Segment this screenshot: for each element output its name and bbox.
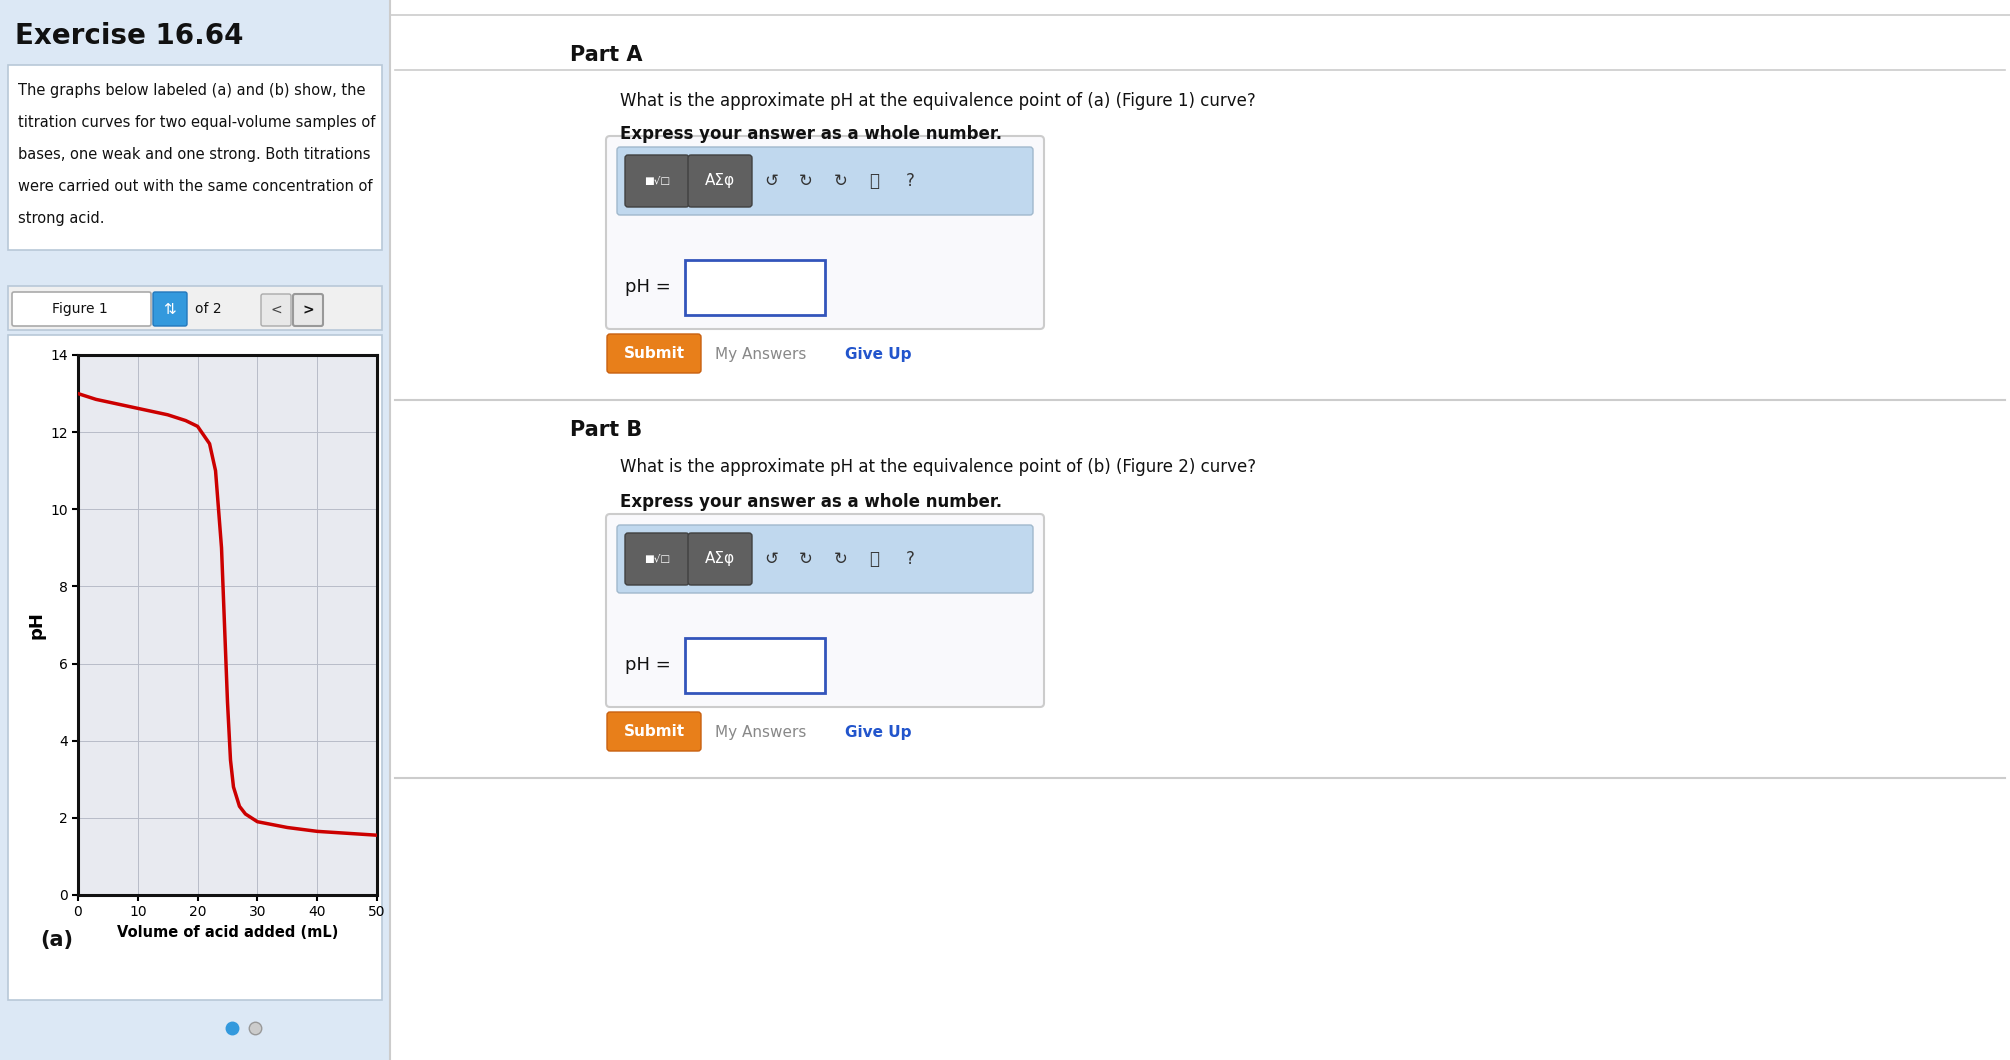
FancyBboxPatch shape	[8, 335, 382, 1000]
Text: Give Up: Give Up	[844, 347, 911, 361]
FancyBboxPatch shape	[685, 638, 824, 693]
FancyBboxPatch shape	[293, 294, 324, 326]
Text: ?: ?	[907, 172, 915, 190]
FancyBboxPatch shape	[687, 533, 752, 585]
Text: Submit: Submit	[623, 347, 685, 361]
Text: ■√□: ■√□	[643, 554, 669, 564]
Text: Part B: Part B	[571, 420, 643, 440]
Text: Submit: Submit	[623, 724, 685, 740]
Text: <: <	[269, 303, 281, 317]
FancyBboxPatch shape	[607, 334, 701, 373]
Text: ↻: ↻	[800, 550, 812, 568]
Text: ΑΣφ: ΑΣφ	[706, 551, 736, 566]
FancyBboxPatch shape	[12, 292, 151, 326]
Text: pH =: pH =	[625, 278, 671, 296]
Text: (a): (a)	[40, 930, 72, 950]
Y-axis label: pH: pH	[28, 611, 46, 639]
Text: titration curves for two equal-volume samples of: titration curves for two equal-volume sa…	[18, 114, 376, 130]
Text: ↻: ↻	[800, 172, 812, 190]
Text: ↻: ↻	[834, 550, 848, 568]
Text: Give Up: Give Up	[844, 724, 911, 740]
Text: ⌖: ⌖	[868, 550, 878, 568]
Text: What is the approximate pH at the equivalence point of (b) (Figure 2) curve?: What is the approximate pH at the equiva…	[619, 458, 1256, 476]
FancyBboxPatch shape	[617, 147, 1033, 215]
Text: ⌖: ⌖	[868, 172, 878, 190]
FancyBboxPatch shape	[617, 525, 1033, 593]
FancyBboxPatch shape	[605, 136, 1043, 329]
FancyBboxPatch shape	[8, 286, 382, 330]
FancyBboxPatch shape	[8, 65, 382, 250]
Bar	[0, 0, 390, 1060]
X-axis label: Volume of acid added (mL): Volume of acid added (mL)	[117, 925, 338, 940]
Text: >: >	[302, 303, 314, 317]
Text: were carried out with the same concentration of: were carried out with the same concentra…	[18, 179, 372, 194]
Text: The graphs below labeled (a) and (b) show, the: The graphs below labeled (a) and (b) sho…	[18, 83, 366, 98]
Bar	[390, 0, 2010, 1060]
FancyBboxPatch shape	[153, 292, 187, 326]
Text: ↺: ↺	[764, 172, 778, 190]
FancyBboxPatch shape	[605, 514, 1043, 707]
Text: ↻: ↻	[834, 172, 848, 190]
Text: strong acid.: strong acid.	[18, 211, 105, 226]
FancyBboxPatch shape	[625, 533, 689, 585]
Text: of 2: of 2	[195, 302, 221, 316]
Text: ?: ?	[907, 550, 915, 568]
FancyBboxPatch shape	[687, 155, 752, 207]
Text: ↺: ↺	[764, 550, 778, 568]
FancyBboxPatch shape	[625, 155, 689, 207]
FancyBboxPatch shape	[685, 260, 824, 315]
Text: My Answers: My Answers	[716, 724, 806, 740]
Text: bases, one weak and one strong. Both titrations: bases, one weak and one strong. Both tit…	[18, 147, 370, 162]
Text: Figure 1: Figure 1	[52, 302, 109, 316]
Text: ΑΣφ: ΑΣφ	[706, 174, 736, 189]
Text: What is the approximate pH at the equivalence point of (a) (Figure 1) curve?: What is the approximate pH at the equiva…	[619, 92, 1256, 110]
Text: ■√□: ■√□	[643, 176, 669, 186]
FancyBboxPatch shape	[607, 712, 701, 750]
Text: Express your answer as a whole number.: Express your answer as a whole number.	[619, 125, 1003, 143]
Text: Express your answer as a whole number.: Express your answer as a whole number.	[619, 493, 1003, 511]
Text: Part A: Part A	[571, 45, 643, 65]
Text: pH =: pH =	[625, 656, 671, 674]
Text: Exercise 16.64: Exercise 16.64	[14, 22, 243, 50]
Text: ⇅: ⇅	[163, 301, 177, 317]
FancyBboxPatch shape	[261, 294, 291, 326]
Text: My Answers: My Answers	[716, 347, 806, 361]
